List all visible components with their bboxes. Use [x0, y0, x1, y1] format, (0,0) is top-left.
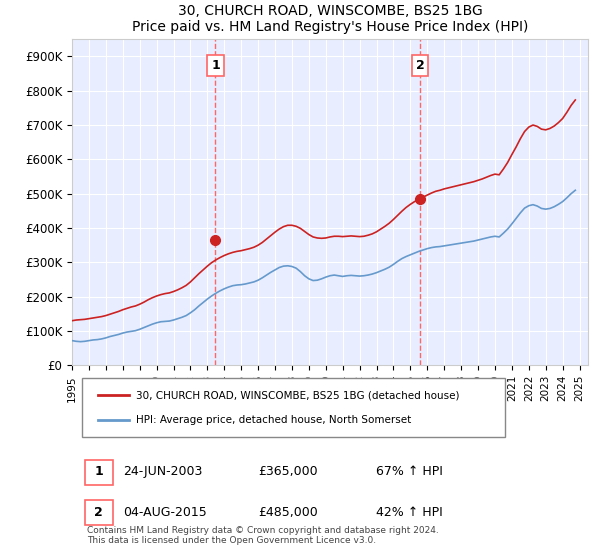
FancyBboxPatch shape	[85, 500, 113, 525]
Title: 30, CHURCH ROAD, WINSCOMBE, BS25 1BG
Price paid vs. HM Land Registry's House Pri: 30, CHURCH ROAD, WINSCOMBE, BS25 1BG Pri…	[132, 4, 528, 34]
Text: 42% ↑ HPI: 42% ↑ HPI	[376, 506, 443, 519]
FancyBboxPatch shape	[82, 378, 505, 437]
Text: £365,000: £365,000	[258, 465, 317, 478]
Text: Contains HM Land Registry data © Crown copyright and database right 2024.
This d: Contains HM Land Registry data © Crown c…	[88, 526, 439, 545]
Text: 2: 2	[416, 59, 425, 72]
Text: HPI: Average price, detached house, North Somerset: HPI: Average price, detached house, Nort…	[137, 414, 412, 424]
Text: 1: 1	[211, 59, 220, 72]
Text: 30, CHURCH ROAD, WINSCOMBE, BS25 1BG (detached house): 30, CHURCH ROAD, WINSCOMBE, BS25 1BG (de…	[137, 390, 460, 400]
Text: 24-JUN-2003: 24-JUN-2003	[124, 465, 203, 478]
Text: 2: 2	[94, 506, 103, 519]
Text: 1: 1	[94, 465, 103, 478]
Text: £485,000: £485,000	[258, 506, 317, 519]
Text: 67% ↑ HPI: 67% ↑ HPI	[376, 465, 443, 478]
FancyBboxPatch shape	[85, 460, 113, 484]
Text: 04-AUG-2015: 04-AUG-2015	[124, 506, 208, 519]
